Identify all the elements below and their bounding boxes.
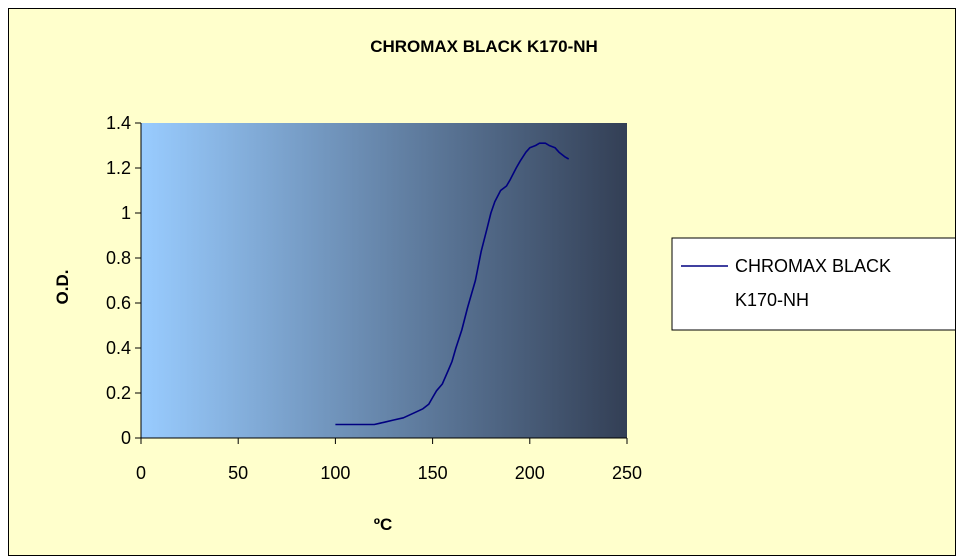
y-tick-label: 1.2 [106, 158, 131, 178]
axes [140, 123, 627, 439]
y-tick-label: 0.4 [106, 338, 131, 358]
y-tick-label: 1 [121, 203, 131, 223]
legend-label-line-2: K170-NH [735, 290, 809, 310]
x-tick-label: 0 [136, 463, 146, 483]
legend-label-line-1: CHROMAX BLACK [735, 256, 891, 276]
series-line [335, 142, 570, 426]
chart-svg: CHROMAX BLACK K170-NH 0 0.2 0.4 0.6 0.8 1 1.2 1… [53, 37, 955, 534]
legend: CHROMAX BLACK K170-NH [671, 237, 955, 331]
y-tick-label: 0.6 [106, 293, 131, 313]
x-axis-title: ºC [374, 515, 393, 534]
plot-area [141, 123, 627, 438]
x-tick-label: 200 [515, 463, 545, 483]
chart-frame: CHROMAX BLACK K170-NH 0 0.2 0.4 0.6 0.8 1 1.2 1… [8, 8, 956, 556]
series-layer [335, 142, 570, 426]
x-tick-label: 250 [612, 463, 642, 483]
y-tick-label: 0 [121, 428, 131, 448]
y-tick-label: 0.8 [106, 248, 131, 268]
y-axis-title: O.D. [53, 270, 72, 305]
x-tick-label: 150 [418, 463, 448, 483]
chart-title: CHROMAX BLACK K170-NH [370, 37, 598, 56]
y-tick-label: 0.2 [106, 383, 131, 403]
legend-box [671, 237, 955, 331]
y-tick-label: 1.4 [106, 113, 131, 133]
y-axis-ticks: 0 0.2 0.4 0.6 0.8 1 1.2 1.4 [106, 113, 141, 448]
x-tick-label: 50 [228, 463, 248, 483]
x-axis-ticks: 0 50 100 150 200 250 [136, 438, 642, 483]
x-tick-label: 100 [320, 463, 350, 483]
